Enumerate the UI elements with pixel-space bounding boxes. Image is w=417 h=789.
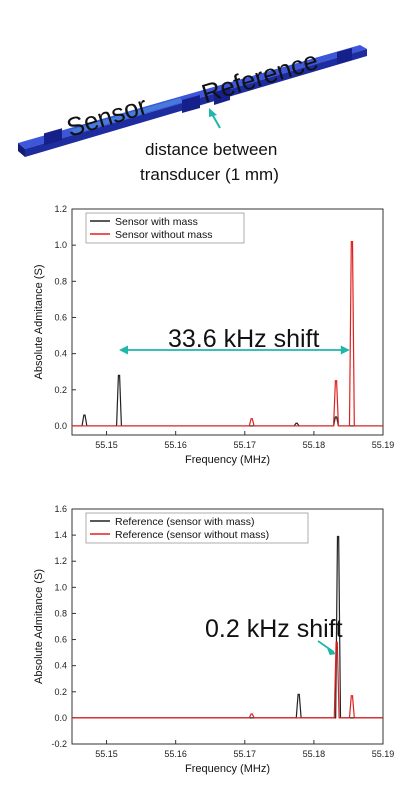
y-tick-label: 0.4 (54, 661, 67, 671)
x-tick-label: 55.15 (95, 440, 118, 450)
legend-label: Reference (sensor with mass) (115, 516, 254, 528)
plot-frame (71, 208, 384, 436)
shift-annotation-text: 33.6 kHz shift (168, 325, 320, 353)
legend-label: Reference (sensor without mass) (115, 529, 269, 541)
y-tick-label: 1.4 (54, 530, 67, 540)
series-line-without-mass (72, 240, 383, 427)
legend-label: Sensor with mass (115, 216, 198, 228)
legend-box (85, 212, 245, 244)
x-tick-label: 55.16 (164, 440, 187, 450)
y-tick-label: 1.2 (54, 556, 67, 566)
y-tick-label: 0.0 (54, 421, 67, 431)
plot-frame (71, 508, 384, 745)
distance-arrow-head (209, 108, 217, 117)
legend-box (85, 512, 309, 544)
y-tick-label: 1.6 (54, 504, 67, 514)
y-tick-label: 0.0 (54, 713, 67, 723)
series-line-without-mass (72, 641, 383, 719)
legend-label: Sensor without mass (115, 229, 212, 241)
distance-arrow-shaft (211, 113, 221, 129)
sensor-region-shading (70, 98, 183, 134)
y-tick-label: 0.2 (54, 385, 67, 395)
x-tick-label: 55.16 (164, 749, 187, 759)
shift-annotation-text: 0.2 kHz shift (205, 615, 343, 643)
y-axis-title: Absolute Admitance (S) (33, 265, 45, 380)
y-axis-title: Absolute Admitance (S) (33, 569, 45, 684)
x-tick-label: 55.15 (95, 749, 118, 759)
caption-line-2: transducer (1 mm) (140, 165, 279, 184)
x-tick-label: 55.18 (303, 749, 326, 759)
y-tick-label: 0.2 (54, 687, 67, 697)
shift-arrow-head-right (340, 345, 350, 355)
y-tick-label: 1.2 (54, 204, 67, 214)
shift-arrow-head (326, 647, 337, 655)
y-tick-label: 0.8 (54, 608, 67, 618)
y-tick-label: 0.4 (54, 349, 67, 359)
middle-pad-left (182, 95, 200, 113)
y-tick-label: -0.2 (51, 739, 67, 749)
x-axis-title: Frequency (MHz) (185, 763, 270, 775)
caption-line-1: distance between (145, 140, 277, 159)
x-tick-label: 55.19 (372, 749, 395, 759)
y-tick-label: 0.6 (54, 312, 67, 322)
right-pad (337, 48, 352, 64)
x-tick-label: 55.18 (303, 440, 326, 450)
middle-pad-right (214, 88, 230, 105)
y-tick-label: 1.0 (54, 582, 67, 592)
x-tick-label: 55.17 (234, 440, 257, 450)
y-tick-label: 1.0 (54, 240, 67, 250)
x-axis-title: Frequency (MHz) (185, 454, 270, 466)
reference-label: Reference (198, 45, 321, 109)
beam-end-face (18, 143, 25, 157)
x-tick-label: 55.17 (234, 749, 257, 759)
chart-reference-shift: 55.15 55.16 55.17 55.18 55.19 -0.2 0.0 0.2 0.4 0.… (33, 504, 395, 775)
x-tick-label: 55.19 (372, 440, 395, 450)
y-tick-label: 0.8 (54, 276, 67, 286)
left-pad (44, 128, 62, 146)
transducer-diagram: Sensor Reference distance between transd… (18, 45, 367, 184)
sensor-label: Sensor (63, 90, 151, 143)
shift-arrow-head-left (118, 345, 128, 355)
y-tick-label: 0.6 (54, 635, 67, 645)
chart-sensor-shift: 55.15 55.16 55.17 55.18 55.19 0.0 0.2 0.4 0.6 0.8… (33, 204, 395, 466)
